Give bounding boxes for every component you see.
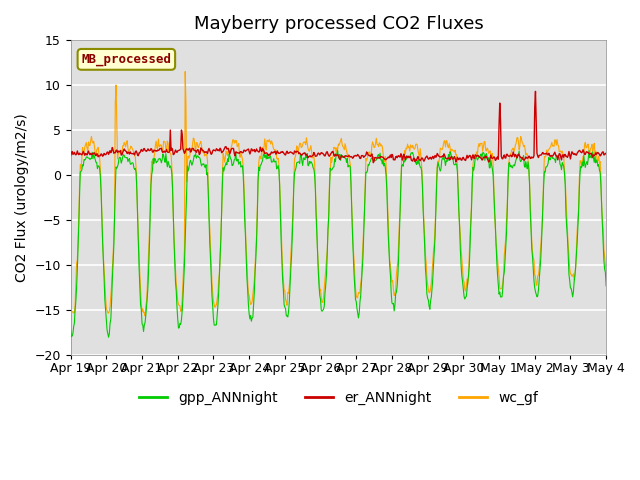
- Title: Mayberry processed CO2 Fluxes: Mayberry processed CO2 Fluxes: [193, 15, 483, 33]
- Legend: gpp_ANNnight, er_ANNnight, wc_gf: gpp_ANNnight, er_ANNnight, wc_gf: [133, 385, 543, 411]
- Y-axis label: CO2 Flux (urology/m2/s): CO2 Flux (urology/m2/s): [15, 113, 29, 282]
- Text: MB_processed: MB_processed: [81, 53, 172, 66]
